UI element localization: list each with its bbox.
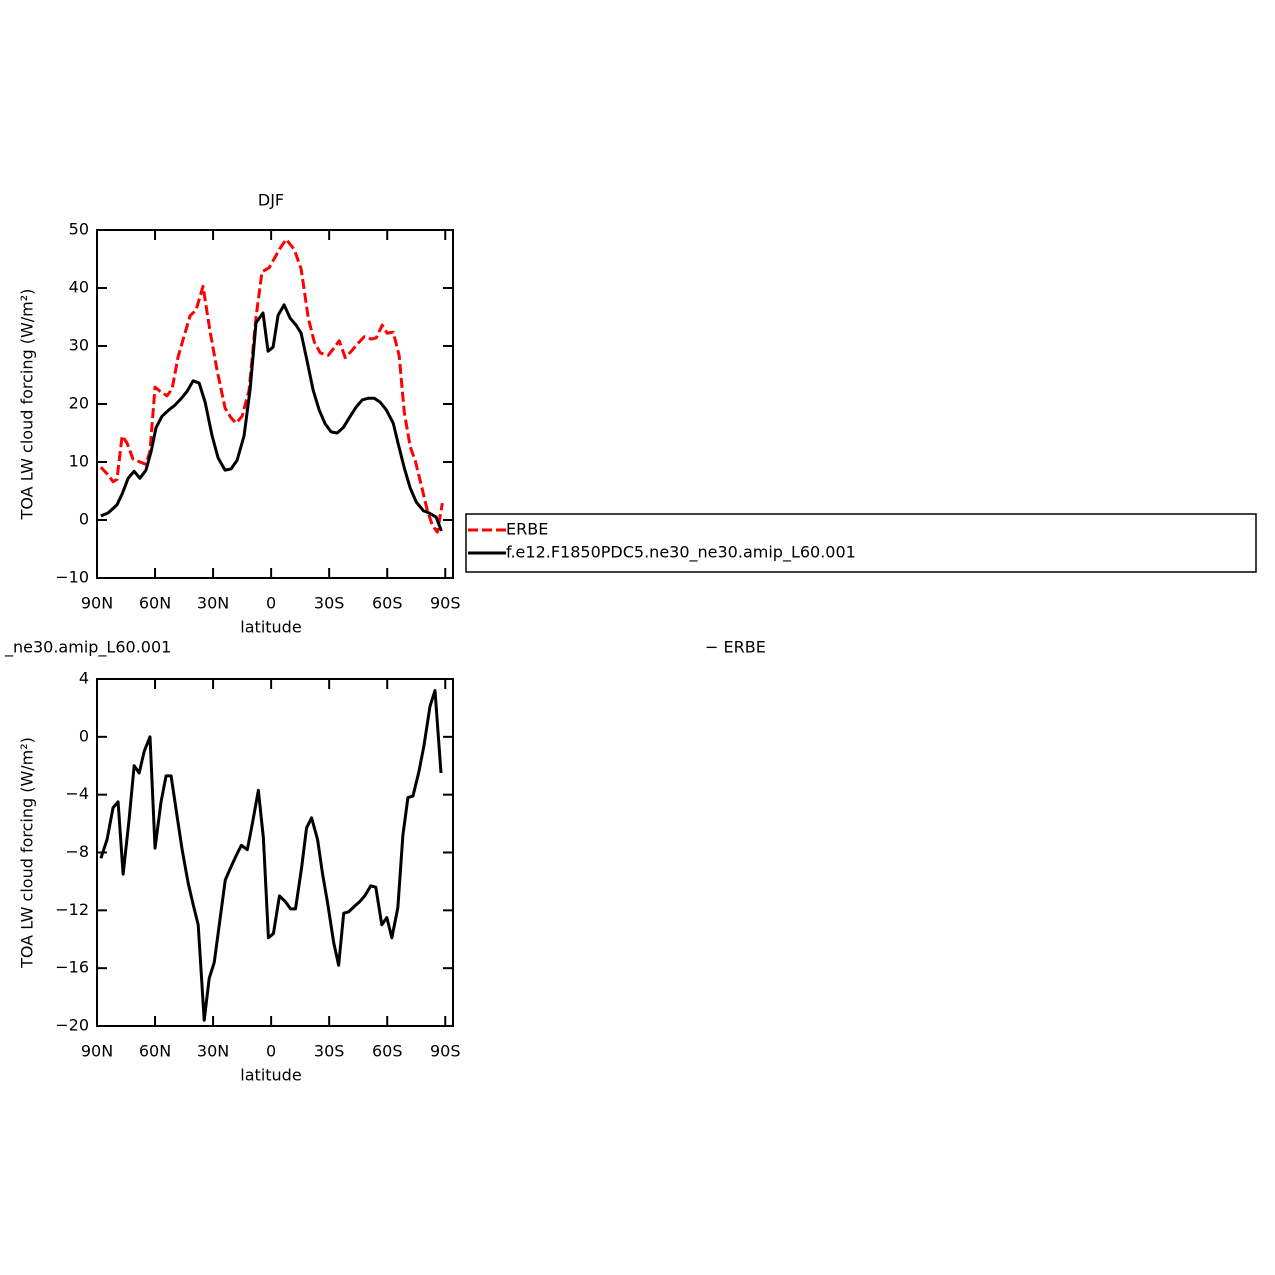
x-tick-label: 60S [372, 1042, 403, 1061]
plot-frame [96, 229, 454, 579]
legend-box [465, 513, 1257, 573]
x-tick-label: 90N [81, 1042, 113, 1061]
y-axis-label: TOA LW cloud forcing (W/m²) [18, 289, 37, 521]
x-tick-label: 0 [266, 594, 276, 613]
y-axis-label: TOA LW cloud forcing (W/m²) [18, 737, 37, 969]
legend-label: f.e12.F1850PDC5.ne30_ne30.amip_L60.001 [506, 543, 856, 563]
x-tick-label: 60N [139, 1042, 171, 1061]
y-tick-label: 0 [79, 510, 89, 529]
x-tick-label: 60S [372, 594, 403, 613]
y-tick-label: −4 [65, 784, 89, 803]
y-tick-label: 30 [69, 336, 89, 355]
y-tick-label: −10 [55, 568, 89, 587]
y-tick-label: −20 [55, 1016, 89, 1035]
y-tick-label: 40 [69, 278, 89, 297]
y-tick-label: 10 [69, 452, 89, 471]
y-tick-label: 4 [79, 669, 89, 688]
y-tick-label: −16 [55, 958, 89, 977]
x-tick-label: 30S [314, 1042, 345, 1061]
x-tick-label: 60N [139, 594, 171, 613]
x-tick-label: 90S [430, 594, 461, 613]
y-tick-label: −12 [55, 900, 89, 919]
data-line [100, 303, 443, 532]
chart-title: _ne30.amip_L60.001 [4, 638, 171, 658]
x-tick-label: 90N [81, 594, 113, 613]
y-tick-label: −8 [65, 842, 89, 861]
chart-title: DJF [258, 191, 284, 210]
x-axis-label: latitude [240, 618, 301, 637]
y-tick-label: 0 [79, 726, 89, 745]
x-tick-label: 30S [314, 594, 345, 613]
data-line [99, 237, 444, 534]
x-tick-label: 90S [430, 1042, 461, 1061]
chart-title: − ERBE [705, 638, 766, 657]
x-tick-label: 30N [197, 1042, 229, 1061]
plot-frame [96, 678, 454, 1027]
legend-label: ERBE [506, 520, 548, 539]
x-tick-label: 30N [197, 594, 229, 613]
data-line [99, 689, 443, 1022]
y-tick-label: 20 [69, 394, 89, 413]
x-axis-label: latitude [240, 1066, 301, 1085]
y-tick-label: 50 [69, 220, 89, 239]
x-tick-label: 0 [266, 1042, 276, 1061]
